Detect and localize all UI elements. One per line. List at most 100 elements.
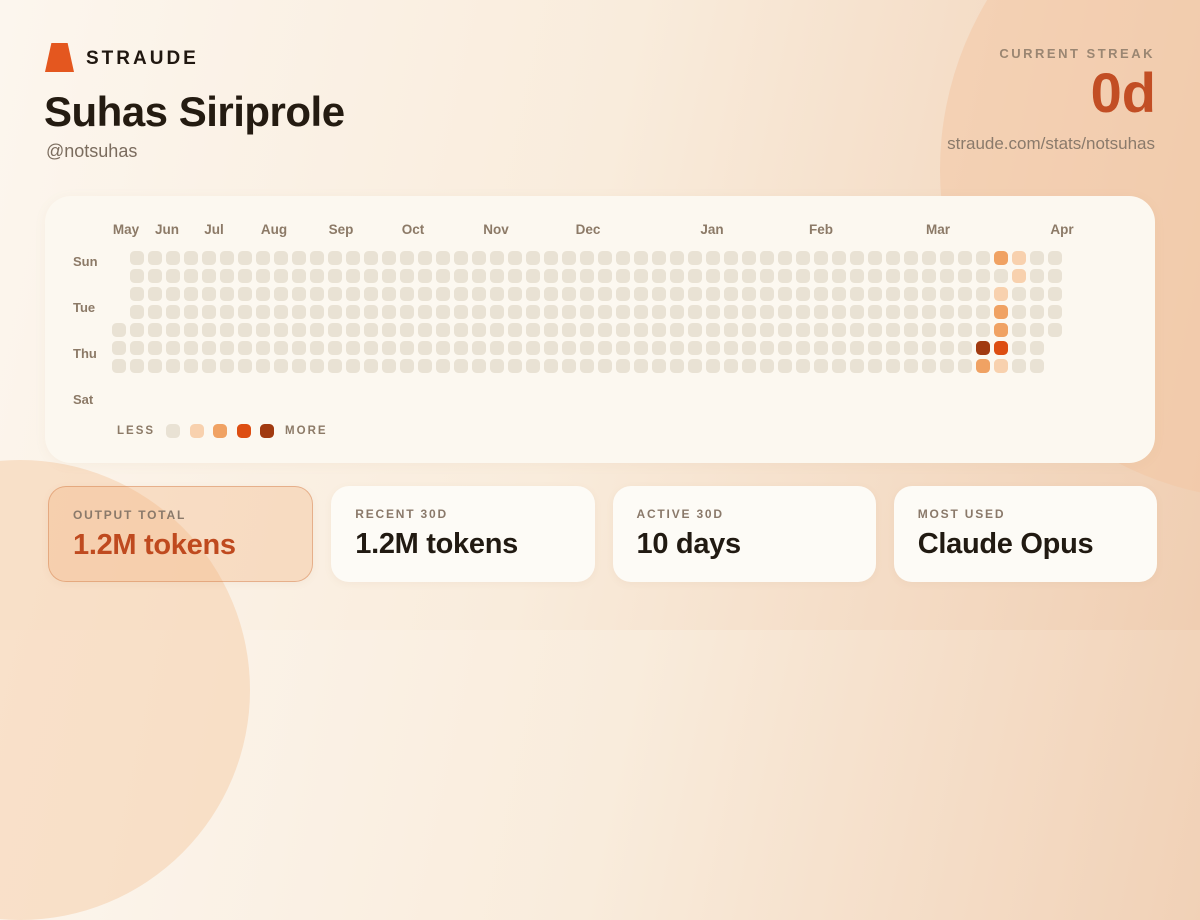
heatmap-cell[interactable] [562,251,576,265]
heatmap-cell[interactable] [760,287,774,301]
heatmap-cell[interactable] [544,341,558,355]
heatmap-cell[interactable] [166,269,180,283]
heatmap-cell[interactable] [796,251,810,265]
heatmap-cell[interactable] [256,269,270,283]
heatmap-cell[interactable] [526,269,540,283]
heatmap-cell[interactable] [976,323,990,337]
heatmap-cell[interactable] [868,305,882,319]
heatmap-cell[interactable] [634,359,648,373]
heatmap-cell[interactable] [454,287,468,301]
heatmap-cell[interactable] [688,305,702,319]
heatmap-cell[interactable] [904,359,918,373]
heatmap-cell[interactable] [418,341,432,355]
heatmap-cell[interactable] [1030,359,1044,373]
heatmap-cell[interactable] [454,359,468,373]
heatmap-cell[interactable] [796,269,810,283]
heatmap-cell[interactable] [850,341,864,355]
heatmap-cell[interactable] [904,341,918,355]
heatmap-cell[interactable] [256,341,270,355]
heatmap-cell[interactable] [328,323,342,337]
heatmap-cell[interactable] [580,305,594,319]
heatmap-cell[interactable] [274,269,288,283]
heatmap-cell[interactable] [1030,341,1044,355]
heatmap-cell[interactable] [220,269,234,283]
heatmap-cell[interactable] [670,323,684,337]
heatmap-cell[interactable] [382,287,396,301]
heatmap-cell[interactable] [832,269,846,283]
heatmap-cell[interactable] [940,359,954,373]
heatmap-cell[interactable] [382,269,396,283]
heatmap-cell[interactable] [940,251,954,265]
heatmap-cell[interactable] [706,287,720,301]
heatmap-cell[interactable] [724,359,738,373]
heatmap-cell[interactable] [886,251,900,265]
heatmap-cell[interactable] [832,251,846,265]
heatmap-cell[interactable] [598,359,612,373]
heatmap-cell[interactable] [940,341,954,355]
heatmap-cell[interactable] [346,269,360,283]
heatmap-cell[interactable] [382,341,396,355]
heatmap-cell[interactable] [670,269,684,283]
heatmap-cell[interactable] [994,341,1008,355]
heatmap-cell[interactable] [562,305,576,319]
heatmap-cell[interactable] [598,305,612,319]
heatmap-cell[interactable] [652,341,666,355]
heatmap-cell[interactable] [526,305,540,319]
heatmap-cell[interactable] [832,359,846,373]
heatmap-cell[interactable] [184,269,198,283]
heatmap-cell[interactable] [580,287,594,301]
heatmap-cell[interactable] [148,305,162,319]
heatmap-cell[interactable] [922,359,936,373]
heatmap-cell[interactable] [292,269,306,283]
heatmap-cell[interactable] [850,251,864,265]
heatmap-cell[interactable] [472,251,486,265]
heatmap-cell[interactable] [742,341,756,355]
heatmap-cell[interactable] [670,305,684,319]
heatmap-cell[interactable] [220,359,234,373]
heatmap-cell[interactable] [472,269,486,283]
heatmap-cell[interactable] [508,269,522,283]
heatmap-cell[interactable] [436,251,450,265]
heatmap-cell[interactable] [724,305,738,319]
heatmap-cell[interactable] [976,251,990,265]
heatmap-cell[interactable] [616,323,630,337]
heatmap-cell[interactable] [490,251,504,265]
heatmap-cell[interactable] [238,287,252,301]
heatmap-cell[interactable] [958,305,972,319]
heatmap-cell[interactable] [184,359,198,373]
heatmap-cell[interactable] [292,251,306,265]
heatmap-cell[interactable] [490,305,504,319]
heatmap-cell[interactable] [184,287,198,301]
heatmap-cell[interactable] [652,323,666,337]
heatmap-cell[interactable] [220,323,234,337]
heatmap-cell[interactable] [238,305,252,319]
heatmap-cell[interactable] [166,305,180,319]
heatmap-cell[interactable] [238,323,252,337]
heatmap-cell[interactable] [850,305,864,319]
heatmap-cell[interactable] [256,359,270,373]
heatmap-cell[interactable] [202,269,216,283]
heatmap-cell[interactable] [1048,323,1062,337]
heatmap-cell[interactable] [706,323,720,337]
heatmap-cell[interactable] [616,341,630,355]
heatmap-cell[interactable] [274,323,288,337]
heatmap-cell[interactable] [472,287,486,301]
heatmap-cell[interactable] [184,341,198,355]
heatmap-cell[interactable] [184,323,198,337]
heatmap-cell[interactable] [634,287,648,301]
heatmap-cell[interactable] [1012,287,1026,301]
heatmap-cell[interactable] [994,251,1008,265]
heatmap-cell[interactable] [1012,251,1026,265]
heatmap-cell[interactable] [490,287,504,301]
heatmap-cell[interactable] [328,305,342,319]
heatmap-cell[interactable] [994,359,1008,373]
heatmap-cell[interactable] [454,251,468,265]
heatmap-cell[interactable] [688,251,702,265]
heatmap-cell[interactable] [814,323,828,337]
heatmap-cell[interactable] [814,341,828,355]
heatmap-cell[interactable] [868,251,882,265]
heatmap-cell[interactable] [274,251,288,265]
heatmap-cell[interactable] [940,287,954,301]
heatmap-cell[interactable] [652,251,666,265]
heatmap-cell[interactable] [310,251,324,265]
